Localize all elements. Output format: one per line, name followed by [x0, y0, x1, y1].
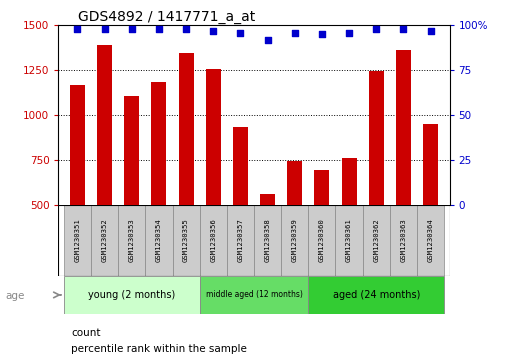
Point — [427, 28, 435, 34]
Bar — [281, 205, 308, 276]
Text: GSM1230353: GSM1230353 — [129, 219, 135, 262]
Point — [182, 26, 190, 32]
Text: GSM1230362: GSM1230362 — [373, 219, 379, 262]
Bar — [145, 205, 173, 276]
Text: aged (24 months): aged (24 months) — [333, 290, 420, 300]
Text: GSM1230354: GSM1230354 — [156, 219, 162, 262]
Text: middle aged (12 months): middle aged (12 months) — [206, 290, 302, 299]
Bar — [124, 97, 139, 295]
Bar — [64, 205, 91, 276]
Bar — [206, 69, 220, 295]
Text: GSM1230357: GSM1230357 — [237, 219, 243, 262]
Point — [73, 26, 81, 32]
Text: young (2 months): young (2 months) — [88, 290, 175, 300]
Text: GSM1230352: GSM1230352 — [102, 219, 108, 262]
Bar — [64, 276, 200, 314]
Bar — [308, 276, 444, 314]
Text: GSM1230356: GSM1230356 — [210, 219, 216, 262]
Text: GSM1230361: GSM1230361 — [346, 219, 352, 262]
Bar — [173, 205, 200, 276]
Bar — [70, 85, 85, 295]
Bar — [200, 205, 227, 276]
Point — [101, 26, 109, 32]
Text: GSM1230355: GSM1230355 — [183, 219, 189, 262]
Point — [155, 26, 163, 32]
Bar — [369, 71, 384, 295]
Bar — [151, 82, 167, 295]
Bar — [288, 161, 302, 295]
Text: GSM1230359: GSM1230359 — [292, 219, 298, 262]
Bar — [417, 205, 444, 276]
Point — [128, 26, 136, 32]
Bar — [314, 170, 329, 295]
Bar — [97, 45, 112, 295]
Bar — [423, 124, 438, 295]
Point — [291, 30, 299, 36]
Text: percentile rank within the sample: percentile rank within the sample — [71, 344, 247, 354]
Bar — [335, 205, 363, 276]
Text: GDS4892 / 1417771_a_at: GDS4892 / 1417771_a_at — [78, 11, 255, 24]
Bar — [233, 127, 248, 295]
Bar — [118, 205, 145, 276]
Point — [399, 26, 407, 32]
Point — [236, 30, 244, 36]
Bar — [363, 205, 390, 276]
Text: age: age — [5, 291, 24, 301]
Bar — [308, 205, 335, 276]
Bar — [390, 205, 417, 276]
Point — [345, 30, 353, 36]
Text: GSM1230360: GSM1230360 — [319, 219, 325, 262]
Bar — [179, 53, 194, 295]
Point — [372, 26, 380, 32]
Text: GSM1230364: GSM1230364 — [428, 219, 433, 262]
Text: GSM1230363: GSM1230363 — [400, 219, 406, 262]
Point — [209, 28, 217, 34]
Text: GSM1230358: GSM1230358 — [265, 219, 271, 262]
Bar — [227, 205, 254, 276]
Bar — [396, 50, 411, 295]
Bar — [91, 205, 118, 276]
Bar — [341, 158, 357, 295]
Point — [264, 37, 272, 43]
Bar — [200, 276, 308, 314]
Bar — [260, 194, 275, 295]
Point — [318, 32, 326, 37]
Bar — [254, 205, 281, 276]
Text: count: count — [71, 328, 101, 338]
Text: GSM1230351: GSM1230351 — [75, 219, 80, 262]
